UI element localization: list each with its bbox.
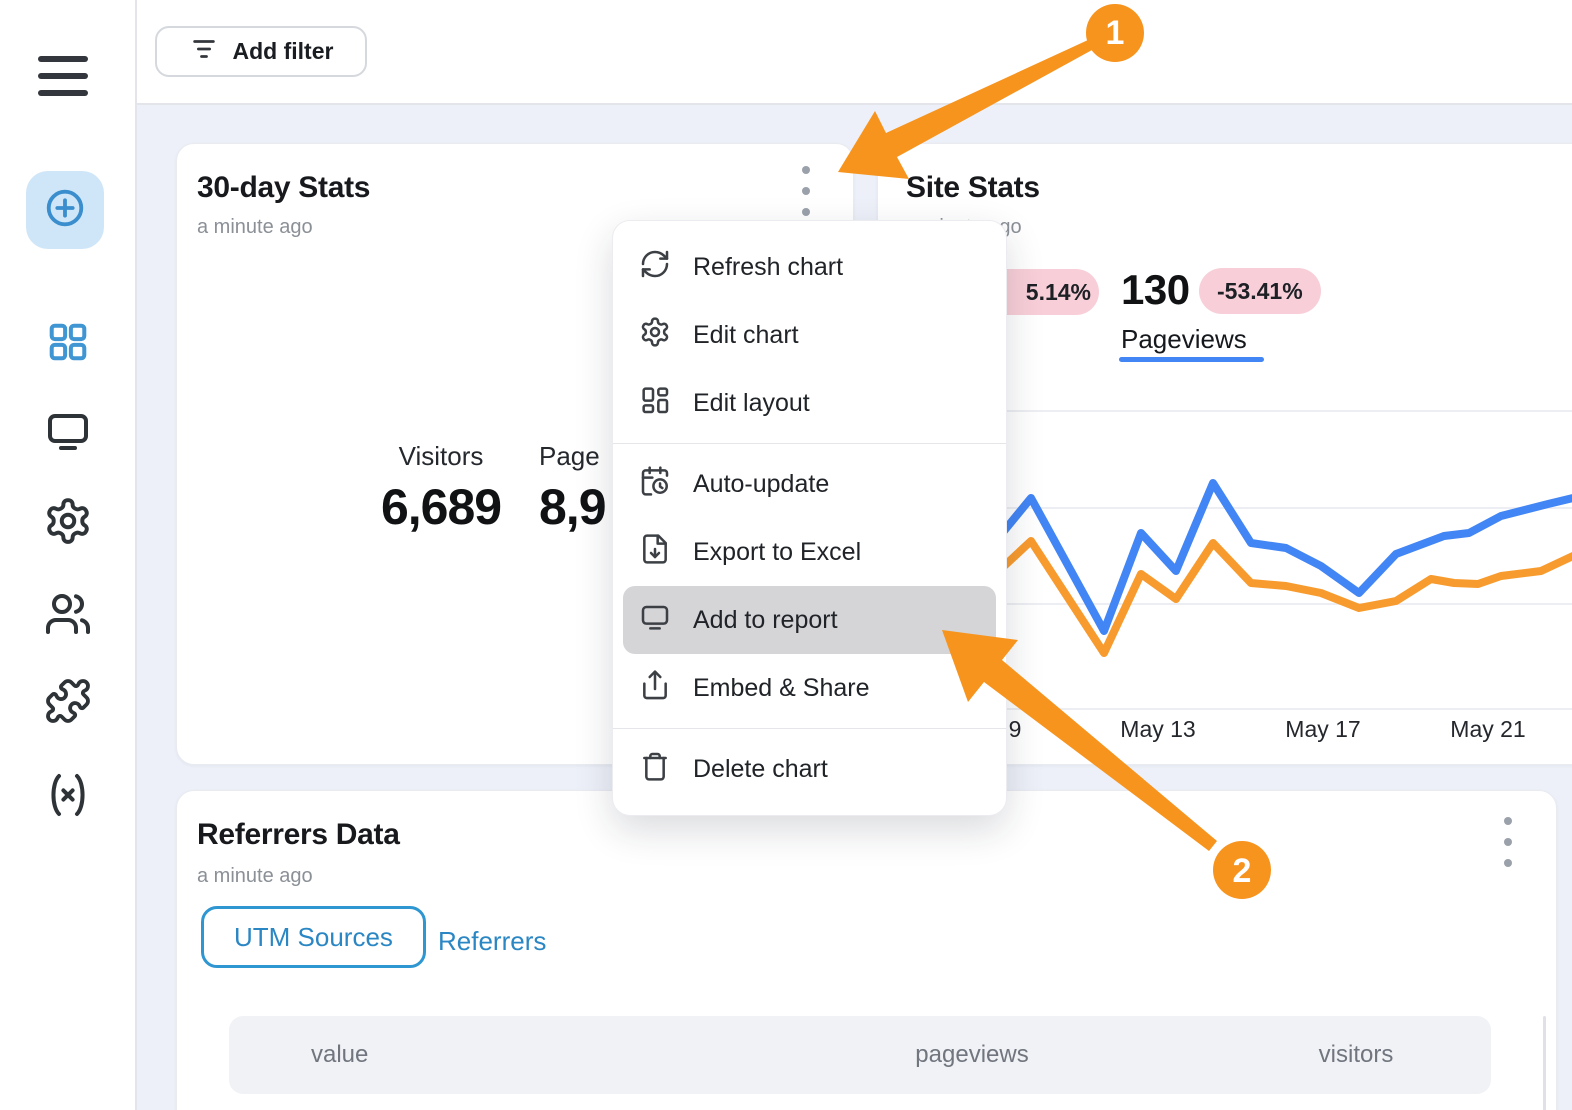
add-chart-button[interactable]: [26, 171, 104, 249]
menu-item-label: Auto-update: [693, 469, 830, 498]
card-title: Site Stats: [906, 171, 1040, 204]
menu-item-label: Embed & Share: [693, 673, 870, 702]
column-header-visitors[interactable]: visitors: [1318, 1041, 1394, 1068]
trash-icon: [639, 750, 671, 789]
puzzle-icon: [44, 677, 92, 725]
pageviews-active-underline: [1119, 357, 1264, 362]
pageviews-label-partial: Page: [539, 441, 600, 471]
filter-icon: [189, 34, 219, 70]
card-referrers-data: Referrers Data a minute ago UTM Sources …: [176, 790, 1557, 1110]
refresh-icon: [639, 248, 671, 287]
menu-item-label: Edit chart: [693, 320, 799, 349]
top-toolbar: Add filter: [137, 0, 1572, 105]
menu-item-export-excel[interactable]: Export to Excel: [613, 518, 1006, 586]
sidebar: [0, 0, 137, 1110]
x-tick-may17: May 17: [1285, 716, 1361, 742]
circle-plus-icon: [42, 185, 88, 236]
orange-series-line: [982, 537, 1572, 657]
menu-item-label: Edit layout: [693, 388, 810, 417]
visitors-stat: Visitors 6,689: [311, 441, 571, 536]
visitors-label: Visitors: [398, 441, 484, 471]
card-title: 30-day Stats: [197, 171, 371, 204]
menu-item-refresh-chart[interactable]: Refresh chart: [613, 233, 1006, 301]
monitor-icon: [639, 601, 671, 640]
sidebar-item-users[interactable]: [44, 590, 92, 638]
sidebar-item-settings[interactable]: [43, 496, 93, 546]
column-header-pageviews[interactable]: pageviews: [915, 1041, 1029, 1068]
chart-context-menu: Refresh chart Edit chart Edit layout: [612, 220, 1007, 816]
menu-item-label: Export to Excel: [693, 537, 862, 566]
x-tick-may21: May 21: [1450, 716, 1526, 742]
card-updated: a minute ago: [197, 216, 313, 238]
menu-item-edit-chart[interactable]: Edit chart: [613, 301, 1006, 369]
card-30day-kebab-menu-button[interactable]: [791, 166, 821, 216]
table-scrollbar[interactable]: [1543, 1016, 1546, 1110]
menu-item-add-to-report[interactable]: Add to report: [623, 586, 996, 654]
menu-item-auto-update[interactable]: Auto-update: [613, 450, 1006, 518]
menu-item-edit-layout[interactable]: Edit layout: [613, 369, 1006, 437]
parentheses-x-icon: [44, 771, 92, 819]
add-filter-label: Add filter: [232, 38, 334, 64]
add-filter-button[interactable]: Add filter: [155, 26, 367, 77]
sidebar-item-reports[interactable]: [44, 407, 92, 455]
menu-item-delete-chart[interactable]: Delete chart: [613, 735, 1006, 803]
sidebar-item-dashboards[interactable]: [45, 319, 91, 365]
users-icon: [44, 590, 92, 638]
gear-icon: [43, 496, 93, 546]
visitors-value: 6,689: [380, 479, 502, 535]
layout-grid-icon: [45, 319, 91, 365]
calendar-clock-icon: [639, 465, 671, 504]
sidebar-item-variables[interactable]: [44, 771, 92, 819]
menu-divider: [613, 728, 1006, 729]
hamburger-menu-icon[interactable]: [38, 56, 88, 96]
table-header-row: value pageviews visitors: [229, 1016, 1491, 1094]
pageviews-metric-label[interactable]: Pageviews: [1121, 324, 1247, 354]
menu-item-embed-share[interactable]: Embed & Share: [613, 654, 1006, 722]
pageviews-stat-partial: Page 8,9: [539, 441, 607, 536]
file-download-icon: [639, 533, 671, 572]
sidebar-item-integrations[interactable]: [44, 677, 92, 725]
card-title: Referrers Data: [197, 818, 400, 851]
monitor-icon: [44, 407, 92, 455]
share-icon: [639, 669, 671, 708]
x-tick-may13: May 13: [1120, 716, 1196, 742]
pageviews-value-partial: 8,9: [539, 479, 607, 535]
gear-icon: [639, 316, 671, 355]
pageviews-value: 130: [1121, 266, 1190, 313]
menu-item-label: Refresh chart: [693, 252, 844, 281]
menu-divider: [613, 443, 1006, 444]
menu-item-label: Add to report: [693, 605, 838, 634]
card-referrers-kebab-menu-button[interactable]: [1493, 817, 1523, 867]
tab-referrers[interactable]: Referrers: [438, 926, 547, 956]
pageviews-change-badge: -53.41%: [1199, 268, 1321, 314]
layout-icon: [639, 384, 671, 423]
card-updated: a minute ago: [197, 865, 313, 887]
blue-series-line: [982, 479, 1572, 635]
menu-item-label: Delete chart: [693, 754, 828, 783]
tab-utm-sources[interactable]: UTM Sources: [201, 906, 426, 968]
column-header-value[interactable]: value: [311, 1041, 369, 1068]
